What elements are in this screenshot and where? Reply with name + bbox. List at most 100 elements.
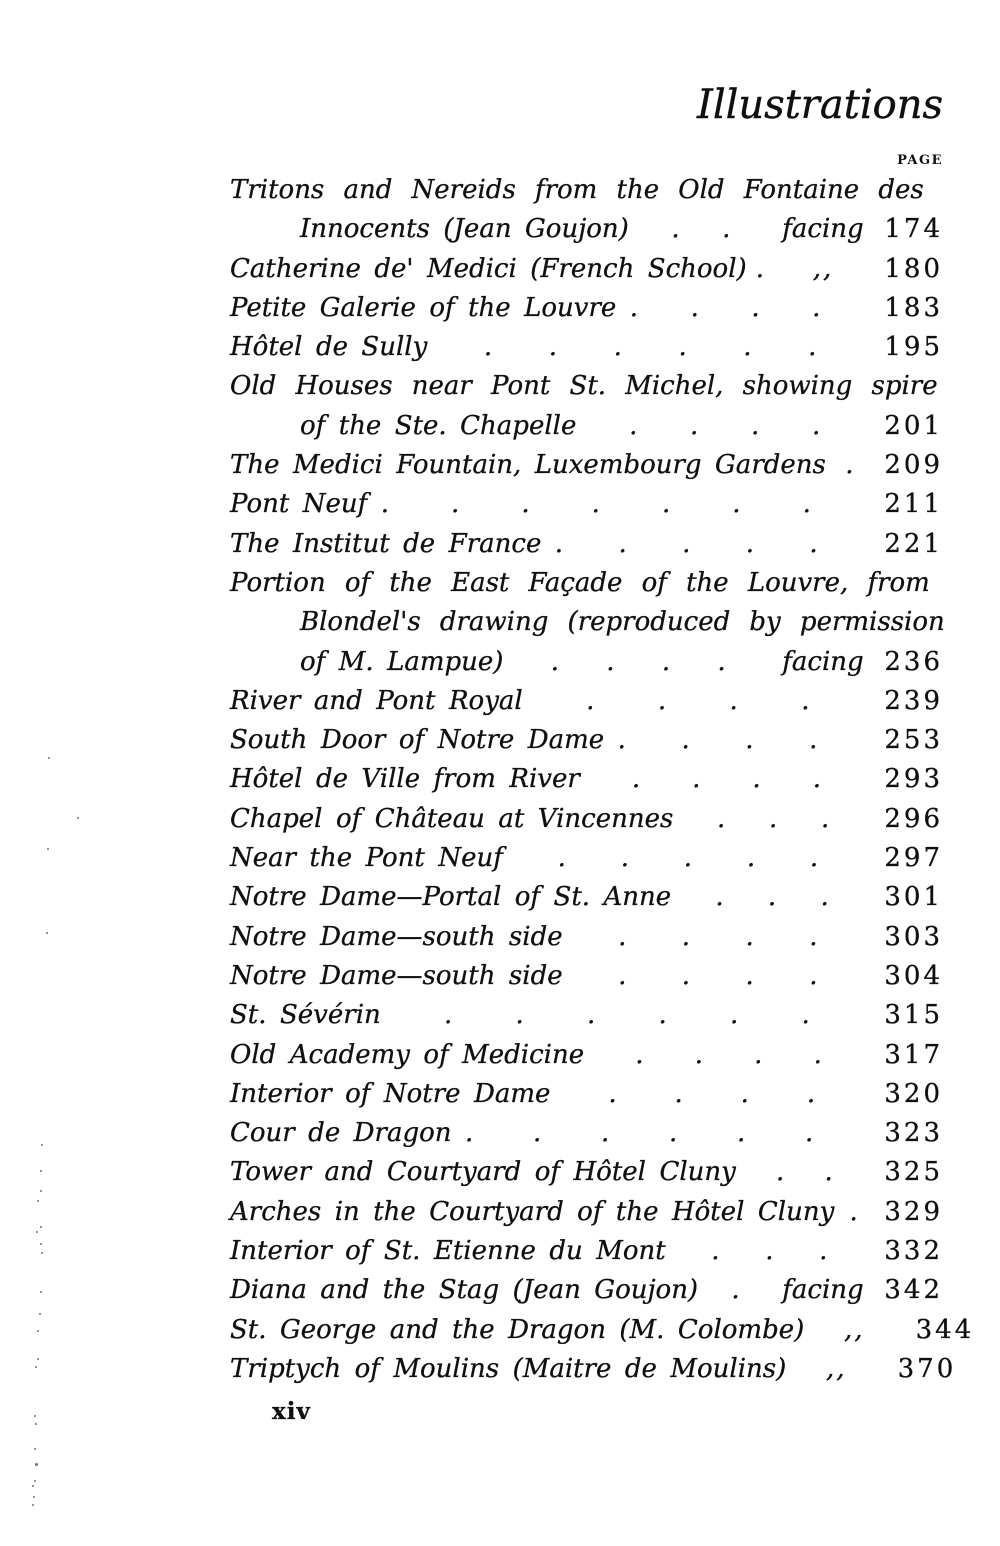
page-number: 315: [884, 1000, 943, 1031]
entry-line: Cour de Dragon ...... 323: [230, 1114, 943, 1153]
leader-dot: .: [804, 1118, 814, 1149]
toc-entry: South Door of Notre Dame .... 253: [230, 721, 943, 760]
facing-label: facing: [782, 646, 864, 677]
entry-title: Cour de Dragon .: [230, 1118, 474, 1149]
entry-line: Old Houses near Pont St. Michel, showing…: [230, 371, 938, 402]
leader-dots: ....: [580, 760, 873, 799]
page-number: 209: [884, 450, 943, 481]
scan-speck: [32, 1485, 34, 1487]
page-number: 174: [884, 214, 943, 245]
leader-dot: .: [751, 292, 760, 323]
entry-title: Hôtel de Ville from River: [230, 764, 580, 795]
entry-line: Arches in the Courtyard of the Hôtel Clu…: [230, 1193, 943, 1232]
leader-dot: .: [806, 1078, 816, 1109]
entry-line: St. George and the Dragon (M. Colombe),,…: [230, 1311, 972, 1350]
leader-dot: .: [682, 528, 691, 559]
toc-entry: St. Sévérin...... 315: [230, 996, 943, 1035]
leader-dot: .: [812, 292, 821, 323]
leader-dots: ......: [381, 996, 873, 1035]
entry-title: Interior of St. Etienne du Mont: [230, 1236, 666, 1267]
toc-entry: Cour de Dragon ...... 323: [230, 1114, 943, 1153]
entry-line: Notre Dame—south side.... 304: [230, 957, 943, 996]
entry-line: The Institut de France ..... 221: [230, 525, 943, 564]
leader-dot: .: [548, 332, 558, 363]
entry-line: Innocents (Jean Goujon).. facing 174: [230, 210, 943, 249]
page-number: 211: [884, 489, 943, 520]
leader-dot: .: [732, 489, 741, 520]
scan-speck: [35, 1423, 37, 1425]
entry-line: Near the Pont Neuf..... 297: [230, 839, 943, 878]
leader-dot: .: [740, 1078, 750, 1109]
scan-speck: [40, 1291, 42, 1293]
toc-entry: Pont Neuf ....... 211: [230, 485, 943, 524]
page-number: 304: [884, 960, 943, 991]
toc-entry: Near the Pont Neuf..... 297: [230, 839, 943, 878]
leader-dot: .: [618, 528, 627, 559]
ditto-mark: ,,: [843, 1314, 865, 1345]
leader-dot: .: [754, 1039, 763, 1070]
leader-dots: .: [747, 250, 773, 289]
scan-speck: [37, 1358, 39, 1360]
page-number: 332: [884, 1236, 943, 1267]
toc-entry: Catherine de' Medici (French School).,, 1…: [230, 250, 943, 289]
leader-dot: .: [618, 921, 627, 952]
page-number: 317: [884, 1039, 943, 1070]
leader-dot: .: [635, 1039, 644, 1070]
page-number: 301: [884, 882, 943, 913]
leader-dot: .: [767, 882, 777, 913]
toc-entry: Interior of St. Etienne du Mont... 332: [230, 1232, 943, 1271]
leader-dot: .: [809, 843, 819, 874]
leader-dot: .: [729, 685, 738, 716]
page-number: 370: [897, 1353, 957, 1384]
leader-dot: .: [668, 1118, 678, 1149]
entry-line: Diana and the Stag (Jean Goujon). facing 3…: [230, 1271, 943, 1310]
leader-dots: .....: [503, 839, 873, 878]
leader-dot: .: [776, 1157, 785, 1188]
leader-dot: .: [681, 960, 691, 991]
toc-entry: Old Academy of Medicine.... 317: [230, 1036, 943, 1075]
scan-speck: [36, 1231, 38, 1233]
leader-dot: .: [694, 1039, 704, 1070]
page-title: Illustrations: [697, 82, 943, 128]
leader-dot: .: [820, 803, 830, 834]
entry-line: Hôtel de Sully...... 195: [230, 328, 943, 367]
leader-dot: .: [801, 685, 810, 716]
leader-dot: .: [678, 332, 687, 363]
facing-label: facing: [782, 214, 864, 245]
leader-dot: .: [765, 1236, 774, 1267]
entry-title: Notre Dame—Portal of St. Anne: [230, 882, 672, 913]
scan-speck: [40, 1226, 42, 1228]
leader-dot: .: [681, 725, 690, 756]
leader-dot: .: [755, 253, 765, 284]
leader-dot: .: [515, 1000, 524, 1031]
scan-speck: [47, 848, 49, 850]
page-number: 320: [884, 1078, 943, 1109]
leader-dots: ..: [629, 210, 773, 249]
toc-entry: Tritons and Nereids from the Old Fontain…: [230, 171, 943, 250]
scan-speck: [32, 1504, 34, 1506]
entry-line: Notre Dame—Portal of St. Anne... 301: [230, 878, 943, 917]
toc-entry: Notre Dame—south side.... 303: [230, 918, 943, 957]
entry-line: of M. Lampue).... facing 236: [230, 643, 943, 682]
page-number: 293: [884, 764, 943, 795]
leader-dot: .: [849, 1196, 858, 1227]
leader-dot: .: [444, 1000, 453, 1031]
leader-dot: .: [820, 882, 829, 913]
entry-title: Arches in the Courtyard of the Hôtel Clu…: [230, 1196, 835, 1227]
entry-line: Interior of Notre Dame.... 320: [230, 1075, 943, 1114]
toc-entry: Tower and Courtyard of Hôtel Cluny.. 325: [230, 1153, 943, 1192]
page-number: 180: [884, 253, 943, 284]
leader-dot: .: [550, 646, 560, 677]
scan-speck: [35, 1463, 38, 1466]
entry-line: of the Ste. Chapelle.... 201: [230, 407, 943, 446]
entry-title: Petite Galerie of the Louvre .: [230, 292, 639, 323]
leader-dot: .: [586, 685, 595, 716]
leader-dots: ....: [576, 407, 873, 446]
leader-dot: .: [608, 1078, 617, 1109]
leader-dot: .: [736, 1118, 746, 1149]
page-number: 296: [884, 803, 943, 834]
page-number: 342: [884, 1275, 943, 1306]
toc-entry: River and Pont Royal.... 239: [230, 682, 943, 721]
leader-dot: .: [671, 214, 680, 245]
leader-dots: ....: [563, 525, 873, 564]
